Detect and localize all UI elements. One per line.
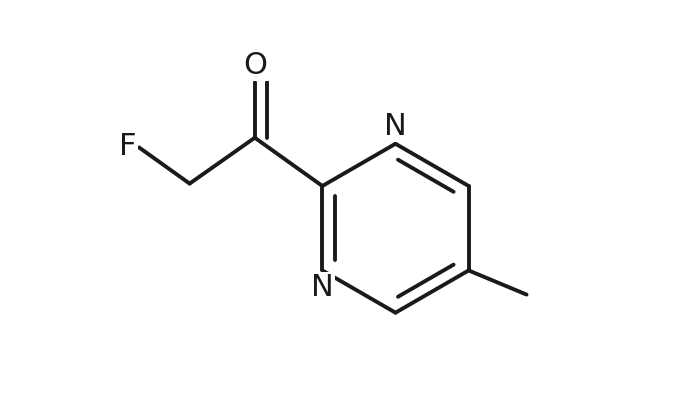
Text: F: F bbox=[119, 132, 137, 161]
Text: N: N bbox=[384, 112, 407, 141]
Text: O: O bbox=[243, 51, 267, 80]
Text: N: N bbox=[311, 273, 334, 302]
